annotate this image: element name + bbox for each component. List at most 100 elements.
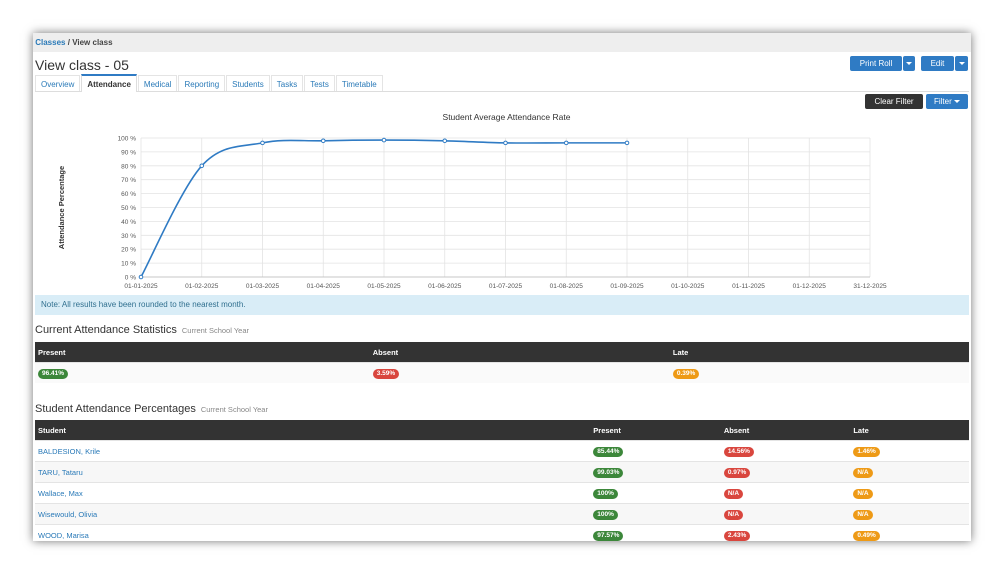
y-tick-label: 20 % [121, 247, 136, 254]
badge: 2.43% [723, 530, 751, 541]
cell: Wisewould, Olivia [35, 503, 591, 525]
tab[interactable]: Attendance [81, 74, 137, 92]
print-roll-dropdown[interactable] [903, 56, 915, 71]
cell: 97.57% [590, 524, 721, 541]
tab[interactable]: Tasks [270, 75, 304, 91]
point [260, 140, 265, 146]
y-tick-label: 30 % [121, 233, 136, 240]
page-title: View class - 05 [35, 57, 129, 73]
point [381, 137, 387, 143]
student-link[interactable]: WOOD, Marisa [38, 530, 89, 540]
badge: 96.41% [38, 368, 69, 379]
tab[interactable]: Tests [304, 75, 335, 91]
section-subtitle: Current School Year [181, 326, 249, 335]
header-row: Student Present Absent Late [35, 420, 969, 441]
cell: 100% [590, 482, 721, 504]
tab[interactable]: Medical [137, 75, 178, 91]
student-link[interactable]: TARU, Tataru [38, 467, 83, 477]
cell: N/A [850, 461, 969, 483]
section-title: Student Attendance Percentages [35, 403, 196, 415]
point [138, 274, 144, 280]
y-tick-label: 0 % [125, 275, 136, 282]
cell: N/A [850, 482, 969, 504]
clear-filter-button[interactable]: Clear Filter [865, 94, 923, 109]
badge: 99.03% [593, 467, 624, 478]
y-tick-label: 80 % [121, 163, 136, 170]
header-cell: Present [35, 342, 370, 363]
tab-bar: Overview Attendance Medical Reporting Studen… [35, 74, 969, 92]
x-tick-label: 01-09-2025 [610, 283, 644, 290]
row: Wallace, Max 100% N/A N/A [35, 482, 969, 504]
x-tick-label: 01-05-2025 [367, 283, 401, 290]
x-tick-label: 01-02-2025 [185, 283, 219, 290]
student-link[interactable]: Wallace, Max [38, 488, 83, 498]
tab[interactable]: Timetable [335, 75, 383, 91]
tab[interactable]: Reporting [178, 75, 226, 91]
badge: 0.97% [723, 467, 751, 478]
y-tick-label: 100 % [118, 136, 137, 143]
x-tick-label: 01-10-2025 [671, 283, 705, 290]
cell: 0.39% [669, 362, 969, 383]
y-tick-label: 10 % [121, 261, 136, 268]
section-heading: Student Attendance Percentages Current Sc… [35, 403, 268, 415]
student-link[interactable]: BALDESION, Krile [38, 446, 101, 456]
y-tick-label: 70 % [121, 177, 136, 184]
badge: N/A [853, 488, 873, 499]
badge: 85.44% [593, 446, 624, 457]
breadcrumb-link[interactable]: Classes [35, 38, 66, 47]
edit-button[interactable]: Edit [921, 56, 954, 71]
cell: 85.44% [590, 440, 721, 462]
point [442, 138, 448, 144]
breadcrumb-current: View class [72, 38, 113, 47]
cell: 1.46% [850, 440, 969, 462]
x-tick-label: 01-04-2025 [307, 283, 341, 290]
cell: Wallace, Max [35, 482, 591, 504]
x-tick-label: 01-07-2025 [489, 283, 523, 290]
tab[interactable]: Students [226, 75, 270, 91]
row: TARU, Tataru 99.03% 0.97% N/A [35, 461, 969, 483]
header-cell: Absent [720, 420, 851, 441]
point [624, 140, 630, 146]
cell: 0.97% [720, 461, 851, 483]
header-cell: Late [850, 420, 969, 441]
point [563, 140, 569, 146]
badge: N/A [853, 509, 873, 520]
x-tick-label: 01-12-2025 [793, 283, 827, 290]
badge: 3.59% [372, 368, 400, 379]
x-tick-label: 01-03-2025 [246, 283, 280, 290]
section-subtitle: Current School Year [200, 405, 268, 414]
cell: BALDESION, Krile [35, 440, 591, 462]
badge: 0.39% [672, 368, 700, 379]
header-row: Present Absent Late [35, 342, 969, 363]
print-roll-button[interactable]: Print Roll [850, 56, 902, 71]
row: WOOD, Marisa 97.57% 2.43% 0.49% [35, 524, 969, 541]
cell: 96.41% [35, 362, 370, 383]
breadcrumb: Classes / View class [33, 33, 971, 52]
header-cell: Absent [369, 342, 670, 363]
y-tick-label: 50 % [121, 205, 136, 212]
row: BALDESION, Krile 85.44% 14.56% 1.46% [35, 440, 969, 462]
edit-dropdown[interactable] [955, 56, 968, 71]
point [199, 163, 205, 169]
section-title: Current Attendance Statistics [35, 324, 177, 336]
badge: 0.49% [853, 530, 880, 541]
cell: 0.49% [850, 524, 969, 541]
y-tick-label: 60 % [121, 191, 136, 198]
cell: 14.56% [720, 440, 851, 462]
student-link[interactable]: Wisewould, Olivia [38, 509, 98, 519]
row: Wisewould, Olivia 100% N/A N/A [35, 503, 969, 525]
chart-title: Student Average Attendance Rate [443, 112, 571, 122]
filter-button[interactable]: Filter [926, 94, 968, 109]
section-heading: Current Attendance Statistics Current Sch… [35, 324, 249, 336]
cell: 100% [590, 503, 721, 525]
tab[interactable]: Overview [35, 75, 81, 91]
y-tick-label: 40 % [121, 219, 136, 226]
x-tick-label: 01-01-2025 [124, 283, 158, 290]
row: 96.41% 3.59% 0.39% [35, 362, 969, 383]
cell: 2.43% [720, 524, 851, 541]
statistics-table: Present Absent Late 96.41% 3.59% 0.39% [35, 342, 969, 383]
header-cell: Late [669, 342, 969, 363]
badge: 1.46% [853, 446, 880, 457]
students-table: Student Present Absent Late BALDESION, Krile… [35, 420, 969, 541]
